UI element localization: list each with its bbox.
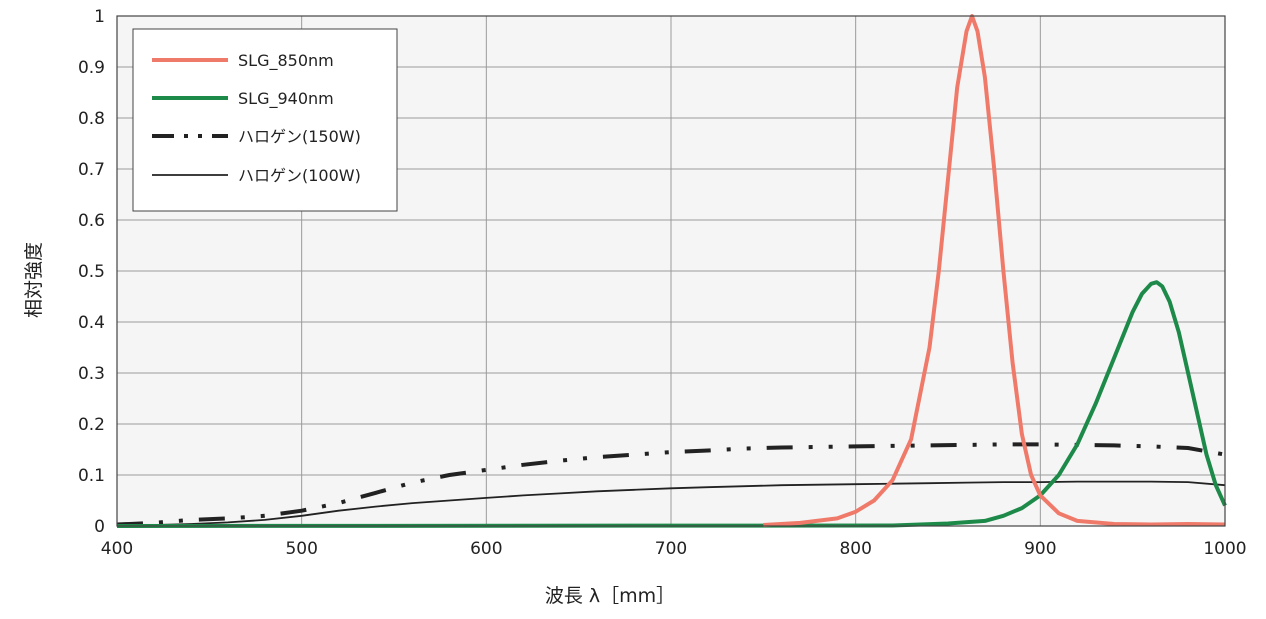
legend-label-slg-940: SLG_940nm [238, 89, 334, 109]
y-tick-label: 0.8 [78, 109, 105, 129]
y-tick-labels: 0 0.1 0.2 0.3 0.4 0.5 0.6 0.7 0.8 0.9 1 [78, 7, 105, 537]
series-line-1 [116, 280, 1227, 528]
legend: SLG_850nm SLG_940nm ハロゲン(150W) ハロゲン(100W… [132, 28, 398, 212]
y-tick-label: 0.2 [78, 415, 105, 435]
series-line-0 [763, 14, 1226, 527]
x-tick-label: 900 [1024, 539, 1056, 559]
series-layer [116, 14, 1227, 528]
y-tick-label: 1 [94, 7, 105, 27]
series-line-2 [116, 442, 1226, 527]
y-tick-label: 0 [94, 517, 105, 537]
y-tick-label: 0.1 [78, 466, 105, 486]
legend-label-halogen-150w: ハロゲン(150W) [238, 127, 361, 146]
y-tick-label: 0.7 [78, 160, 105, 180]
x-tick-label: 800 [839, 539, 871, 559]
series-line-3 [116, 480, 1226, 527]
y-axis-title: 相対強度 [23, 242, 45, 318]
x-tick-label: 500 [285, 539, 317, 559]
x-tick-label: 600 [470, 539, 502, 559]
y-tick-label: 0.3 [78, 364, 105, 384]
x-tick-label: 400 [101, 539, 133, 559]
y-tick-label: 0.6 [78, 211, 105, 231]
legend-label-halogen-100w: ハロゲン(100W) [238, 166, 361, 185]
plot-frame [116, 15, 1226, 527]
y-tick-label: 0.4 [78, 313, 105, 333]
x-tick-label: 700 [655, 539, 687, 559]
y-tick-label: 0.5 [78, 262, 105, 282]
x-tick-label: 1000 [1203, 539, 1246, 559]
y-tick-label: 0.9 [78, 58, 105, 78]
x-tick-labels: 400 500 600 700 800 900 1000 [101, 539, 1247, 559]
x-axis-title: 波長 λ［mm］ [545, 585, 675, 607]
legend-label-slg-850: SLG_850nm [238, 51, 334, 71]
